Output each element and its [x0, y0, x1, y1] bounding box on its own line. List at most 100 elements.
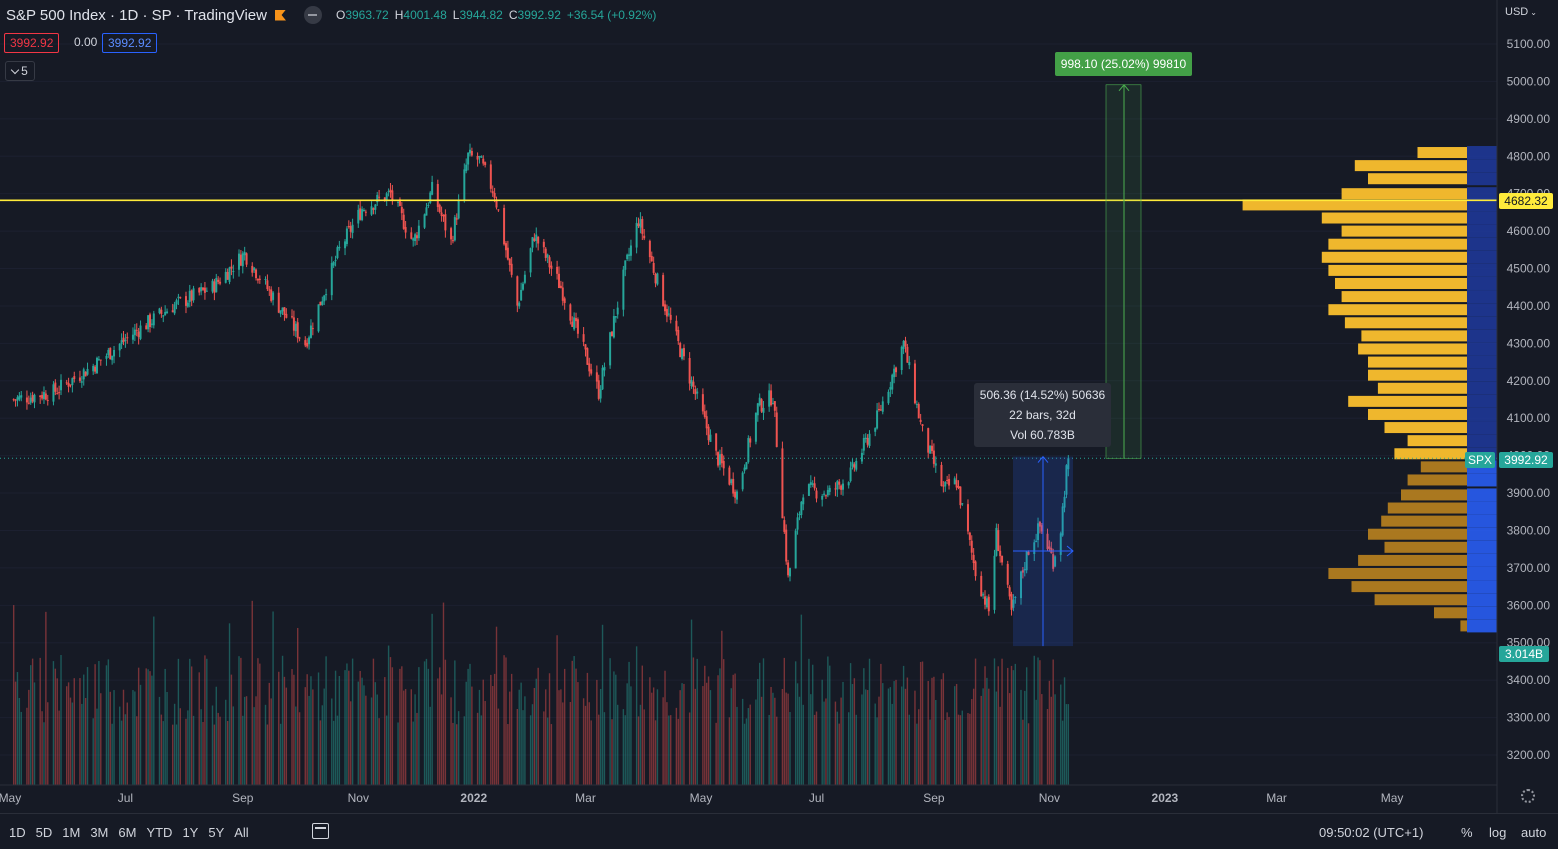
- drawing-overlays[interactable]: [0, 84, 1497, 647]
- candle-body: [849, 467, 852, 482]
- candle-body: [688, 357, 691, 384]
- volume-bar: [1054, 694, 1056, 785]
- range-5y[interactable]: 5Y: [208, 825, 225, 840]
- candle-body: [92, 365, 95, 372]
- candle-body: [504, 243, 507, 251]
- candle-body: [84, 371, 87, 377]
- price-tick-label: 5000.00: [1507, 74, 1551, 88]
- volume-bar: [904, 688, 907, 785]
- volume-bar: [384, 677, 386, 785]
- price-axis[interactable]: 5100.005000.004900.004800.004700.004600.…: [1496, 0, 1558, 813]
- market-closed-icon[interactable]: [303, 6, 322, 24]
- candle-body: [264, 278, 267, 280]
- volume-bar: [866, 690, 869, 785]
- symbol-title[interactable]: S&P 500 Index · 1D · SP · TradingView: [6, 6, 267, 24]
- measure-long-text: 998.10 (25.02%) 99810: [1060, 57, 1187, 71]
- candle-body: [927, 428, 930, 453]
- candle-body: [425, 207, 428, 216]
- volume-bar: [109, 691, 111, 785]
- auto-toggle[interactable]: auto: [1521, 825, 1547, 840]
- range-all[interactable]: All: [234, 825, 249, 840]
- volume-bar: [71, 702, 74, 785]
- candle-body: [1006, 563, 1009, 585]
- range-1m[interactable]: 1M: [62, 825, 81, 840]
- range-1d[interactable]: 1D: [9, 825, 26, 840]
- volume-bar: [423, 661, 426, 785]
- range-6m[interactable]: 6M: [118, 825, 137, 840]
- range-5d[interactable]: 5D: [35, 825, 53, 840]
- buy-price-button[interactable]: 3992.92: [102, 33, 158, 53]
- volume-bar: [404, 689, 407, 785]
- vp-volume-bar: [1384, 541, 1467, 553]
- volume-bar: [162, 721, 164, 785]
- volume-bar: [351, 658, 354, 785]
- candle-body: [913, 363, 916, 404]
- candle-body: [629, 245, 632, 256]
- candle-body: [175, 300, 178, 305]
- flag-icon[interactable]: [274, 9, 286, 21]
- sell-price-button[interactable]: 3992.92: [4, 33, 60, 53]
- volume-bar: [749, 704, 751, 785]
- volume-bar: [927, 681, 929, 785]
- candle-body: [974, 561, 977, 577]
- time-axis[interactable]: May Jul Sep Nov 2022 Mar May Jul Sep Nov 2023 Mar Ma…: [0, 784, 1497, 805]
- range-1y[interactable]: 1Y: [182, 825, 199, 840]
- clock-time[interactable]: 09:50:02 (UTC+1): [1319, 825, 1424, 840]
- range-3m[interactable]: 3M: [90, 825, 109, 840]
- ohlc-values: O 3963.72 H 4001.48 L 3944.82 C 3992.92 +36.…: [336, 8, 662, 22]
- volume-bar: [1039, 660, 1041, 785]
- volume-bar: [545, 689, 547, 785]
- currency-selector[interactable]: USD ⌄: [1505, 4, 1541, 20]
- volume-bar: [495, 626, 498, 785]
- range-ytd[interactable]: YTD: [146, 825, 173, 840]
- vp-volume-bar: [1361, 330, 1467, 342]
- candle-body: [192, 288, 195, 301]
- candle-body: [559, 285, 562, 288]
- candle-body: [906, 346, 909, 363]
- candle-body: [650, 255, 653, 262]
- volume-bar: [296, 627, 299, 785]
- volume-bar: [635, 646, 638, 785]
- candle-body: [881, 401, 884, 412]
- candle-body: [321, 301, 324, 305]
- hline-price-label[interactable]: 4682.32: [1499, 193, 1553, 209]
- log-toggle[interactable]: log: [1489, 825, 1507, 840]
- indicators-toggle[interactable]: 5: [5, 61, 35, 81]
- chevron-down-icon: [10, 65, 20, 74]
- settings-gear-icon[interactable]: [1521, 789, 1535, 803]
- percent-toggle[interactable]: %: [1461, 825, 1473, 840]
- volume-bar: [84, 698, 87, 785]
- volume-bar: [569, 701, 572, 785]
- candle-body: [455, 218, 458, 220]
- price-tick-label: 4200.00: [1507, 374, 1551, 388]
- candle-body: [828, 487, 831, 492]
- candle-body: [376, 194, 379, 203]
- volume-bar: [865, 689, 867, 785]
- candle-body: [603, 366, 606, 371]
- candle-body: [111, 355, 114, 361]
- vp-volume-bar: [1358, 343, 1467, 355]
- vp-volume-bar: [1242, 199, 1467, 211]
- vp-volume-bar: [1328, 304, 1467, 316]
- candle-body: [747, 438, 750, 463]
- candle-body: [1063, 496, 1066, 508]
- volume-bar: [478, 689, 481, 785]
- candle-body: [809, 482, 812, 485]
- goto-date-icon[interactable]: [312, 823, 329, 839]
- volume-bar: [851, 684, 854, 785]
- volume-bar: [69, 697, 72, 785]
- candle-body: [319, 301, 322, 306]
- volume-bar: [959, 715, 962, 785]
- volume-bar: [126, 702, 128, 785]
- volume-bar: [346, 663, 348, 785]
- volume-bar: [918, 709, 920, 785]
- price-tick-label: 3900.00: [1507, 486, 1551, 500]
- volume-bar: [295, 706, 297, 785]
- volume-bar: [372, 658, 375, 785]
- candle-body: [317, 304, 320, 332]
- candle-body: [160, 309, 163, 315]
- volume-bar: [190, 666, 193, 785]
- candle-body: [1014, 596, 1017, 598]
